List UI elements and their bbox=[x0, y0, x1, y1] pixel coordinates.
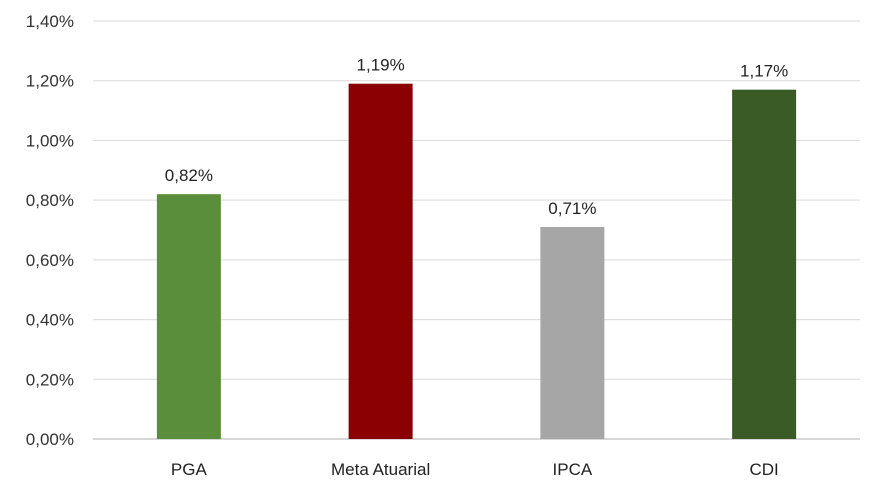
x-category-label: IPCA bbox=[553, 460, 593, 479]
y-tick-label: 1,40% bbox=[26, 12, 74, 31]
y-tick-label: 0,00% bbox=[26, 430, 74, 449]
x-category-label: CDI bbox=[749, 460, 778, 479]
data-label: 0,71% bbox=[548, 199, 596, 218]
data-label: 0,82% bbox=[165, 166, 213, 185]
x-axis-category-labels: PGA Meta Atuarial IPCA CDI bbox=[171, 460, 779, 479]
bar-ipca bbox=[540, 227, 605, 439]
x-category-label: PGA bbox=[171, 460, 208, 479]
bar-meta-atuarial bbox=[348, 83, 413, 439]
bar-cdi bbox=[732, 89, 797, 440]
y-tick-label: 0,80% bbox=[26, 191, 74, 210]
y-axis-tick-labels: 0,00% 0,20% 0,40% 0,60% 0,80% 1,00% 1,20% 1,40% bbox=[26, 12, 74, 449]
y-tick-label: 0,20% bbox=[26, 370, 74, 389]
y-tick-label: 0,40% bbox=[26, 311, 74, 330]
y-tick-label: 1,00% bbox=[26, 131, 74, 150]
data-label: 1,17% bbox=[740, 62, 788, 81]
bars bbox=[156, 83, 797, 440]
x-category-label: Meta Atuarial bbox=[331, 460, 430, 479]
data-label: 1,19% bbox=[357, 56, 405, 75]
y-tick-label: 1,20% bbox=[26, 72, 74, 91]
data-labels: 0,82% 1,19% 0,71% 1,17% bbox=[165, 56, 788, 218]
bar-pga bbox=[156, 194, 221, 439]
y-tick-label: 0,60% bbox=[26, 251, 74, 270]
